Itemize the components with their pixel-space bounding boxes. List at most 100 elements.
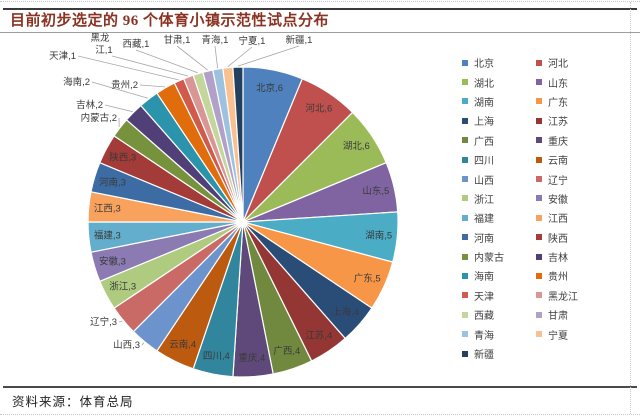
label-leader-line [214,45,218,69]
pie-data-label: 浙江,3 [109,280,136,292]
legend-swatch [536,331,542,338]
pie-data-label: 重庆,4 [238,352,265,364]
legend-item: 甘肃 [536,307,628,322]
legend-label: 新疆 [474,350,494,362]
legend-item: 吉林 [536,249,628,264]
label-leader-line [139,84,166,88]
legend-swatch [462,176,468,183]
label-leader-line [135,49,198,74]
legend-swatch [536,214,542,221]
legend-item: 江苏 [536,113,628,128]
chart-legend: 北京 河北 湖北 山东 湖南 广东 上海 江苏 广西 重庆 四川 云南 山西 辽宁 浙江 安徽 福建 江西 河南 陕西… [462,53,628,363]
source-note: 资料来源：体育总局 [12,395,134,409]
legend-swatch [536,195,542,202]
legend-item: 海南 [462,268,536,283]
legend-swatch [536,234,542,241]
pie-data-label: 广东,5 [354,272,381,284]
pie-data-label: 云南,4 [169,338,196,350]
legend-item: 广西 [462,133,536,148]
legend-swatch [536,176,542,183]
pie-data-label: 陕西,3 [109,152,136,164]
pie-data-label: 吉林,2 [76,99,103,111]
legend-swatch [536,253,542,260]
legend-swatch [462,214,468,221]
legend-item: 新疆 [462,346,536,361]
legend-label: 天津 [474,291,494,303]
legend-item: 河南 [462,230,536,245]
pie-data-label: 内蒙古,2 [81,112,117,124]
pie-data-label: 青海,1 [202,34,229,46]
title-bottom-rule [0,32,640,33]
legend-label: 四川 [474,156,494,168]
legend-swatch [462,79,468,86]
legend-label: 河南 [474,233,494,245]
legend-item: 辽宁 [536,172,628,187]
legend-item: 北京 [462,55,536,70]
legend-item: 天津 [462,288,536,303]
legend-item: 浙江 [462,191,536,206]
pie-slice-30 [232,66,244,223]
pie-data-label: 湖北,6 [343,141,370,152]
pie-data-label: 河南,3 [99,176,126,188]
pie-data-label: 江西,3 [94,204,121,215]
border-bottom-dotted [0,414,640,415]
chart-title: 目前初步选定的 96 个体育小镇示范性试点分布 [10,13,330,29]
legend-label: 山东 [548,78,568,90]
legend-swatch [462,117,468,124]
legend-label: 吉林 [548,253,568,265]
pie-data-label: 安徽,3 [99,256,126,268]
label-leader-line [237,45,300,67]
legend-label: 浙江 [474,194,494,206]
label-leader-line [141,342,145,346]
label-leader-line [111,55,189,77]
legend-swatch [536,98,542,105]
pie-data-label: 北京,6 [256,82,283,94]
pie-data-label: 黑龙 [90,32,110,44]
legend-swatch [462,234,468,241]
legend-item: 重庆 [536,133,628,148]
legend-swatch [462,59,468,66]
legend-swatch [462,253,468,260]
legend-label: 广东 [548,97,568,109]
legend-item: 青海 [462,327,536,342]
legend-item: 陕西 [536,230,628,245]
pie-data-label: 宁夏,1 [239,35,266,47]
legend-swatch [462,311,468,318]
border-top-dotted [0,1,640,2]
legend-label: 辽宁 [548,175,568,187]
legend-item: 云南 [536,152,628,167]
legend-item: 安徽 [536,191,628,206]
legend-swatch [462,98,468,105]
label-leader-line [77,55,179,81]
pie-data-label: 江苏,4 [305,329,332,341]
legend-label: 北京 [474,59,494,71]
legend-swatch [536,272,542,279]
legend-swatch [462,156,468,163]
legend-swatch [536,79,542,86]
legend-label: 黑龙江 [548,291,578,303]
legend-item: 湖北 [462,75,536,90]
legend-swatch [462,350,468,357]
pie-data-label: 江,1 [95,45,112,56]
legend-item: 内蒙古 [462,249,536,264]
pie-data-label: 西藏,1 [123,38,150,50]
pie-data-label: 新疆,1 [286,34,313,46]
legend-label: 陕西 [548,233,568,245]
pie-data-label: 河北,6 [305,103,332,115]
legend-label: 宁夏 [548,330,568,342]
legend-item: 广东 [536,94,628,109]
legend-swatch [462,272,468,279]
title-top-rule [3,8,637,10]
label-leader-line [176,45,208,71]
border-right-dotted [630,2,631,414]
pie-data-label: 山西,3 [113,340,140,351]
pie-data-label: 海南,2 [63,76,90,88]
legend-swatch [536,311,542,318]
legend-item: 西藏 [462,307,536,322]
legend-label: 西藏 [474,311,494,323]
legend-label: 河北 [548,59,568,71]
legend-item: 黑龙江 [536,288,628,303]
legend-label: 上海 [474,117,494,129]
pie-data-label: 贵州,2 [111,79,138,91]
legend-label: 内蒙古 [474,253,504,265]
